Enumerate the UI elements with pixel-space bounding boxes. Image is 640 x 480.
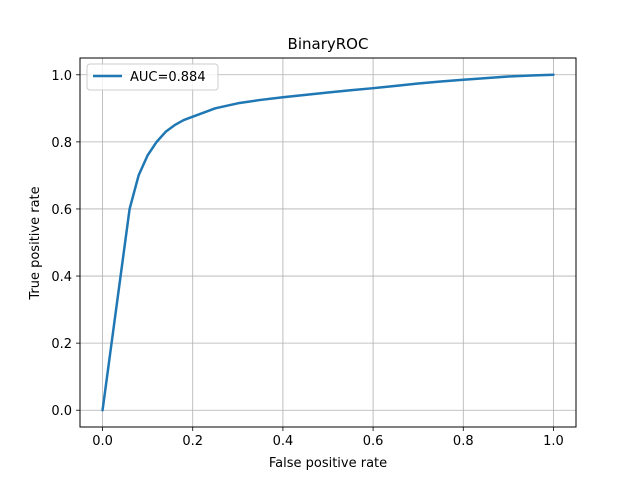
x-tick-label: 0.8 [453,434,474,449]
y-tick-label: 1.0 [51,69,72,84]
x-axis-ticks: 0.0 0.2 0.4 0.6 0.8 1.0 [92,427,564,449]
grid-lines [80,58,576,427]
x-tick-label: 0.0 [92,434,113,449]
y-axis-ticks: 0.0 0.2 0.4 0.6 0.8 1.0 [51,69,80,419]
roc-curve-line [101,73,555,412]
legend: AUC=0.884 [86,63,219,91]
y-tick-label: 0.6 [51,203,72,218]
chart-title: BinaryROC [288,35,369,53]
x-tick-label: 0.4 [273,434,294,449]
x-axis-label: False positive rate [269,456,387,471]
series-group [101,73,555,412]
y-axis-label: True positive rate [28,186,43,300]
y-tick-label: 0.4 [51,270,72,285]
plot-frame [79,57,577,428]
y-tick-label: 0.8 [51,136,72,151]
x-tick-label: 1.0 [543,434,564,449]
y-tick-label: 0.2 [51,337,72,352]
x-tick-label: 0.6 [363,434,384,449]
x-tick-label: 0.2 [182,434,203,449]
legend-label: AUC=0.884 [130,70,206,85]
y-tick-label: 0.0 [51,404,72,419]
legend-box [86,63,219,91]
